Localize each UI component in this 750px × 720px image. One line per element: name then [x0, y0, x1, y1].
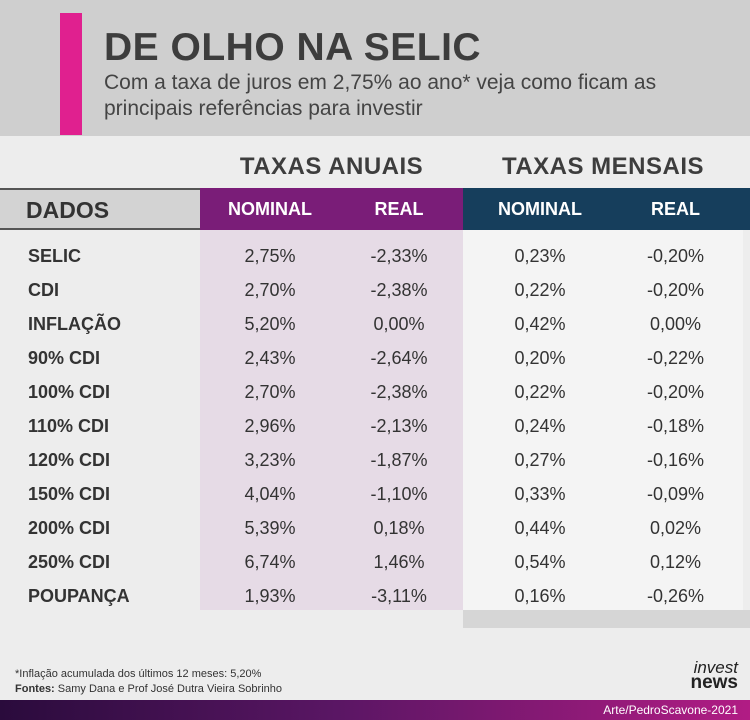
- cell-annual-real: -2,64%: [370, 348, 428, 368]
- cell-monthly-nominal: 0,33%: [514, 484, 566, 504]
- cell-monthly-real: -0,20%: [646, 246, 705, 266]
- row-label: 150% CDI: [28, 484, 111, 504]
- cell-monthly-nominal: 0,23%: [514, 246, 566, 266]
- page-title: DE OLHO NA SELIC: [104, 26, 482, 69]
- row-label: INFLAÇÃO: [28, 314, 121, 334]
- sources-label: Fontes:: [15, 683, 55, 695]
- column-header-annual-nominal: NOMINAL: [228, 199, 312, 219]
- table-row: 110% CDI 2,96% -2,13% 0,24% -0,18%: [0, 410, 750, 444]
- logo-top-text: invest: [693, 658, 738, 677]
- footnote: *Inflação acumulada dos últimos 12 meses…: [15, 668, 262, 680]
- table-row: CDI 2,70% -2,38% 0,22% -0,20%: [0, 274, 750, 308]
- row-label: 110% CDI: [28, 416, 110, 436]
- cell-monthly-nominal: 0,42%: [514, 314, 566, 334]
- cell-annual-real: -1,10%: [370, 484, 428, 504]
- row-label: 120% CDI: [28, 450, 111, 470]
- table-row: 120% CDI 3,23% -1,87% 0,27% -0,16%: [0, 444, 750, 478]
- cell-annual-nominal: 6,74%: [244, 552, 296, 572]
- cell-monthly-real: -0,20%: [646, 280, 705, 300]
- cell-monthly-nominal: 0,24%: [514, 416, 566, 436]
- cell-monthly-real: 0,02%: [649, 518, 702, 538]
- page-subtitle: Com a taxa de juros em 2,75% ao ano* vej…: [104, 71, 657, 120]
- cell-monthly-real: -0,20%: [646, 382, 705, 402]
- cell-annual-real: 1,46%: [373, 552, 425, 572]
- bottom-strip: [463, 610, 750, 628]
- cell-monthly-real: -0,26%: [646, 586, 705, 606]
- annual-group-title: TAXAS ANUAIS: [239, 153, 424, 180]
- annual-column-background: [200, 230, 463, 610]
- row-label: 200% CDI: [28, 518, 111, 538]
- cell-annual-nominal: 4,04%: [244, 484, 296, 504]
- monthly-group-title: TAXAS MENSAIS: [501, 153, 705, 180]
- cell-annual-nominal: 5,20%: [244, 314, 296, 334]
- column-header-annual-real: REAL: [374, 199, 424, 219]
- monthly-header-band: [463, 188, 750, 230]
- row-label: SELIC: [28, 246, 82, 266]
- row-label: CDI: [28, 280, 59, 300]
- cell-annual-nominal: 2,70%: [244, 280, 296, 300]
- table-row: 90% CDI 2,43% -2,64% 0,20% -0,22%: [0, 342, 750, 376]
- table-row: SELIC 2,75% -2,33% 0,23% -0,20%: [0, 240, 750, 274]
- annual-header-band: [200, 188, 463, 230]
- accent-bar: [60, 13, 82, 135]
- column-header-monthly-nominal: NOMINAL: [498, 199, 582, 219]
- cell-annual-nominal: 2,75%: [244, 246, 296, 266]
- column-header-label: DADOS: [26, 197, 110, 223]
- row-label: 100% CDI: [28, 382, 111, 402]
- table-row: POUPANÇA 1,93% -3,11% 0,16% -0,26%: [0, 580, 750, 614]
- cell-annual-real: -2,38%: [370, 280, 428, 300]
- sources-line: Fontes: Samy Dana e Prof José Dutra Viei…: [15, 683, 282, 695]
- cell-annual-real: -1,87%: [370, 450, 428, 470]
- row-label: 250% CDI: [28, 552, 111, 572]
- investnews-logo: invest news: [666, 658, 738, 693]
- cell-annual-nominal: 5,39%: [244, 518, 296, 538]
- cell-annual-nominal: 3,23%: [244, 450, 296, 470]
- cell-monthly-real: -0,16%: [646, 450, 705, 470]
- cell-monthly-nominal: 0,27%: [514, 450, 566, 470]
- sources-text: Samy Dana e Prof José Dutra Vieira Sobri…: [57, 683, 282, 695]
- cell-monthly-nominal: 0,20%: [514, 348, 566, 368]
- cell-monthly-nominal: 0,22%: [514, 382, 566, 402]
- cell-annual-real: 0,18%: [373, 518, 425, 538]
- cell-annual-real: -2,38%: [370, 382, 428, 402]
- cell-monthly-nominal: 0,22%: [514, 280, 566, 300]
- cell-annual-nominal: 1,93%: [244, 586, 296, 606]
- monthly-column-background: [463, 230, 743, 610]
- row-label: 90% CDI: [28, 348, 101, 368]
- table-row: 200% CDI 5,39% 0,18% 0,44% 0,02%: [0, 512, 750, 546]
- table-row: INFLAÇÃO 5,20% 0,00% 0,42% 0,00%: [0, 308, 750, 342]
- cell-monthly-real: 0,12%: [649, 552, 702, 572]
- cell-annual-nominal: 2,43%: [244, 348, 296, 368]
- column-header-monthly-real: REAL: [651, 199, 700, 219]
- art-credit: Arte/PedroScavone-2021: [603, 703, 738, 717]
- cell-annual-real: 0,00%: [373, 314, 425, 334]
- table-row: 250% CDI 6,74% 1,46% 0,54% 0,12%: [0, 546, 750, 580]
- cell-annual-real: -3,11%: [371, 586, 427, 606]
- cell-annual-real: -2,13%: [370, 416, 428, 436]
- table-row: 100% CDI 2,70% -2,38% 0,22% -0,20%: [0, 376, 750, 410]
- cell-monthly-real: -0,09%: [646, 484, 705, 504]
- row-label: POUPANÇA: [28, 586, 130, 606]
- cell-annual-real: -2,33%: [370, 246, 428, 266]
- cell-annual-nominal: 2,96%: [244, 416, 296, 436]
- header: DE OLHO NA SELIC Com a taxa de juros em …: [0, 0, 750, 136]
- table-row: 150% CDI 4,04% -1,10% 0,33% -0,09%: [0, 478, 750, 512]
- cell-monthly-nominal: 0,54%: [514, 552, 566, 572]
- cell-monthly-nominal: 0,44%: [514, 518, 566, 538]
- cell-annual-nominal: 2,70%: [244, 382, 296, 402]
- cell-monthly-real: -0,22%: [646, 348, 705, 368]
- logo-bottom-text: news: [690, 672, 738, 693]
- bottom-bar: [0, 700, 750, 720]
- cell-monthly-real: 0,00%: [649, 314, 702, 334]
- cell-monthly-nominal: 0,16%: [514, 586, 566, 606]
- table-body: SELIC 2,75% -2,33% 0,23% -0,20% CDI 2,70…: [0, 240, 750, 614]
- column-header-dados: DADOS: [0, 188, 200, 230]
- cell-monthly-real: -0,18%: [646, 416, 705, 436]
